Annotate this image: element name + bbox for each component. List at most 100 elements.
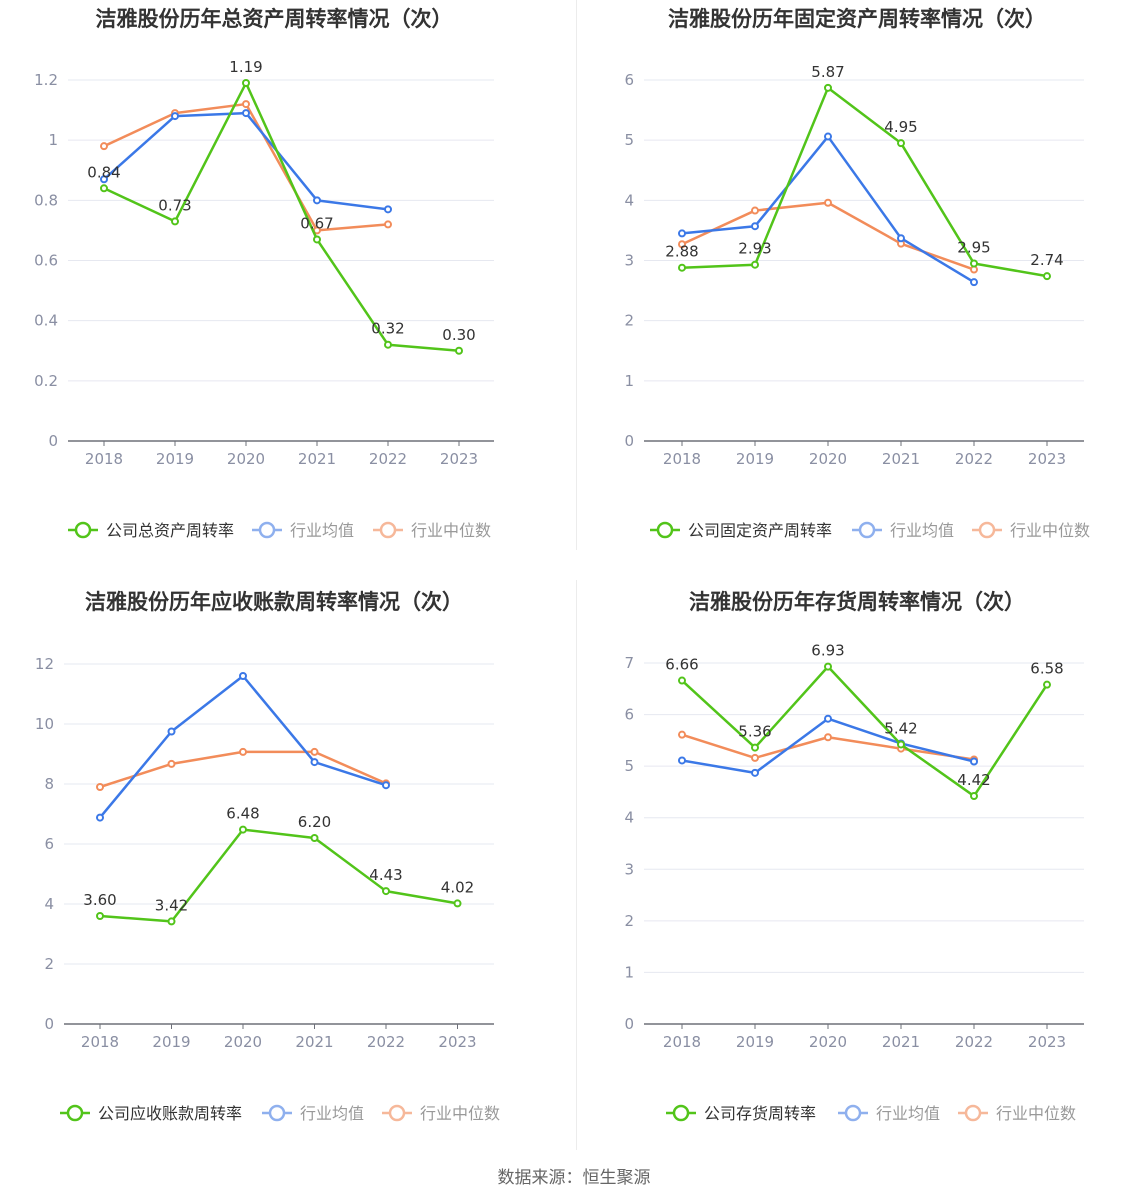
panel-divider-bottom: [576, 580, 577, 1150]
legend-item-company: 公司总资产周转率: [68, 521, 234, 540]
data-point-company: [1043, 272, 1051, 281]
y-tick-label: 0: [624, 1015, 634, 1033]
data-label: 2.93: [738, 240, 771, 258]
x-tick-label: 2018: [663, 1033, 701, 1051]
legend-item-industry-average: 行业均值: [838, 1104, 940, 1123]
data-point-company: [970, 792, 978, 801]
data-point-company: [96, 912, 104, 920]
y-tick-label: 10: [35, 715, 54, 733]
data-point-company: [970, 259, 978, 268]
data-point-company: [384, 340, 392, 349]
data-point-company: [242, 79, 250, 88]
data-point-industry-average: [239, 672, 247, 680]
chart-receivables-turnover: 洁雅股份历年应收账款周转率情况（次） 0 2 4 6 8 10 12 2018 2019 2020 2…: [35, 590, 500, 1123]
y-tick-label: 1: [48, 131, 58, 149]
data-label: 5.87: [811, 63, 844, 81]
y-tick-label: 1: [624, 372, 634, 390]
data-point-industry-average: [751, 222, 759, 231]
chart-title: 洁雅股份历年总资产周转率情况（次）: [96, 7, 453, 31]
legend-marker-icon: [258, 521, 276, 539]
legend-marker-icon: [66, 1104, 84, 1122]
data-label: 0.84: [87, 163, 120, 181]
x-tick-label: 2021: [298, 450, 336, 468]
data-point-industry-average: [824, 132, 832, 141]
data-point-industry-median: [384, 220, 392, 229]
y-tick-label: 3: [624, 252, 634, 270]
data-point-company: [824, 662, 832, 671]
y-tick-label: 2: [44, 955, 54, 973]
legend-label: 行业均值: [890, 521, 954, 540]
data-point-company: [310, 834, 319, 842]
x-tick-label: 2023: [438, 1033, 476, 1051]
legend-label: 行业均值: [876, 1104, 940, 1123]
legend-marker-icon: [978, 521, 996, 539]
y-tick-label: 1: [624, 963, 634, 981]
data-point-industry-median: [239, 747, 247, 756]
legend-marker-icon: [844, 1104, 862, 1122]
y-tick-label: 0: [624, 432, 634, 450]
x-tick-label: 2019: [152, 1033, 190, 1051]
chart-panel-inventory-turnover: 洁雅股份历年存货周转率情况（次） 0 1 2 3 4 5 6 7 2018 2019 2020 2021…: [574, 583, 1148, 1166]
series-line-company: [103, 81, 460, 352]
data-label: 0.30: [442, 326, 475, 344]
chart-fixed-asset-turnover: 洁雅股份历年固定资产周转率情况（次） 0 1 2 3 4 5 6 2018 2019 2020 202…: [624, 7, 1090, 540]
chart-inventory-turnover: 洁雅股份历年存货周转率情况（次） 0 1 2 3 4 5 6 7 2018 2019 2020 2021…: [624, 590, 1084, 1123]
y-tick-label: 2: [624, 312, 634, 330]
data-point-industry-average: [897, 234, 905, 243]
x-tick-label: 2019: [736, 450, 774, 468]
chart-title: 洁雅股份历年应收账款周转率情况（次）: [85, 590, 463, 614]
legend-marker-icon: [268, 1104, 286, 1122]
data-label: 5.42: [884, 719, 917, 737]
data-point-industry-average: [678, 756, 686, 765]
data-point-industry-median: [678, 240, 686, 249]
data-point-industry-median: [100, 142, 108, 151]
data-point-industry-average: [970, 757, 978, 766]
legend-item-industry-average: 行业均值: [252, 521, 354, 540]
data-point-industry-median: [824, 198, 832, 207]
legend-item-company: 公司固定资产周转率: [650, 521, 832, 540]
x-tick-label: 2019: [736, 1033, 774, 1051]
legend-item-industry-median: 行业中位数: [373, 521, 491, 540]
y-tick-label: 1.2: [34, 71, 58, 89]
data-label: 6.48: [226, 805, 259, 823]
series-line-company: [681, 665, 1049, 798]
legend-marker-icon: [379, 521, 397, 539]
chart-title: 洁雅股份历年存货周转率情况（次）: [689, 590, 1025, 614]
y-tick-label: 6: [624, 706, 634, 724]
data-point-industry-average: [751, 768, 759, 777]
y-tick-label: 4: [624, 191, 634, 209]
legend-label: 公司固定资产周转率: [688, 521, 832, 540]
y-tick-label: 6: [44, 835, 54, 853]
y-tick-label: 0.2: [34, 372, 58, 390]
data-label: 2.74: [1030, 251, 1063, 269]
data-point-industry-median: [167, 759, 176, 768]
data-point-industry-median: [242, 100, 250, 109]
legend-label: 行业均值: [300, 1104, 364, 1123]
y-tick-label: 8: [44, 775, 54, 793]
x-tick-label: 2021: [882, 1033, 920, 1051]
x-tick-label: 2023: [440, 450, 478, 468]
legend-label: 行业中位数: [420, 1104, 500, 1123]
data-label: 6.93: [811, 642, 844, 660]
legend-item-industry-median: 行业中位数: [972, 521, 1090, 540]
series-line-industry-average: [99, 674, 387, 819]
legend-marker-icon: [964, 1104, 982, 1122]
x-tick-label: 2020: [809, 450, 847, 468]
legend-label: 行业中位数: [996, 1104, 1076, 1123]
legend-item-company: 公司存货周转率: [666, 1104, 816, 1123]
data-label: 0.73: [158, 196, 191, 214]
data-label: 6.58: [1030, 660, 1063, 678]
legend-marker-icon: [388, 1104, 406, 1122]
series-line-industry-median: [103, 102, 389, 232]
legend-item-industry-average: 行业均值: [852, 521, 954, 540]
data-point-company: [678, 676, 686, 685]
x-tick-label: 2021: [295, 1033, 333, 1051]
x-tick-label: 2020: [224, 1033, 262, 1051]
chart-panel-receivables-turnover: 洁雅股份历年应收账款周转率情况（次） 0 2 4 6 8 10 12 2018 2019 2020 2…: [0, 583, 574, 1166]
data-point-industry-median: [310, 747, 319, 756]
series-line-company: [99, 828, 458, 923]
chart-panel-total-asset-turnover: 洁雅股份历年总资产周转率情况（次） 0 0.2 0.4 0.6 0.8 1 1.2 2018 20…: [0, 0, 574, 583]
series-line-industry-median: [99, 750, 387, 789]
data-point-industry-average: [242, 109, 250, 118]
x-tick-label: 2020: [809, 1033, 847, 1051]
